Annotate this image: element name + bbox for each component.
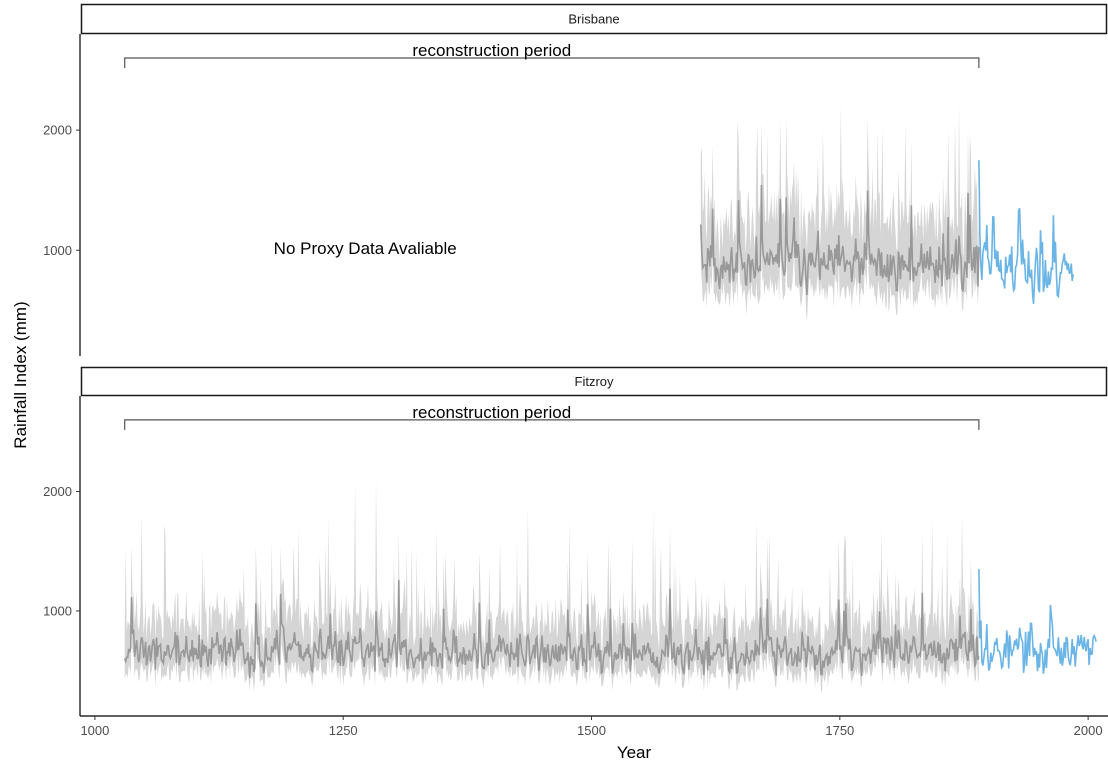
y-tick-label: 2000 — [43, 123, 72, 138]
reconstruction-period-bracket — [124, 419, 980, 430]
panel-brisbane: Brisbane 1000 2000 reconstruction period No … — [43, 3, 1108, 356]
x-tick-label: 1250 — [329, 723, 358, 738]
y-axis-title: Rainfall Index (mm) — [11, 301, 30, 448]
panels-layer: Brisbane 1000 2000 reconstruction period No … — [43, 3, 1108, 716]
facet-strip — [80, 366, 1108, 397]
instrumental-line — [978, 160, 1074, 304]
x-axis-title: Year — [617, 743, 652, 762]
reconstruction-period-bracket — [124, 57, 980, 69]
reconstruction-period-label: reconstruction period — [412, 41, 571, 60]
reconstruction-band — [700, 104, 979, 321]
facet-strip — [80, 3, 1108, 35]
x-tick-label: 1500 — [577, 723, 606, 738]
reconstruction-period-label: reconstruction period — [412, 403, 571, 422]
x-tick-label: 2000 — [1074, 723, 1103, 738]
reconstruction-line — [123, 579, 980, 679]
panel-fitzroy: Fitzroy 1000 2000 reconstruction period — [43, 366, 1108, 716]
x-tick-label: 1750 — [825, 723, 854, 738]
x-axis: 1000 1250 1500 1750 2000 — [80, 715, 1108, 738]
facet-strip-label: Fitzroy — [575, 374, 615, 389]
y-tick-label: 1000 — [43, 243, 72, 258]
x-tick-label: 1000 — [80, 723, 109, 738]
reconstruction-line — [700, 184, 980, 295]
no-proxy-note: No Proxy Data Avaliable — [274, 239, 457, 258]
facet-strip-label: Brisbane — [568, 12, 619, 27]
reconstruction-band — [124, 477, 979, 693]
y-tick-label: 1000 — [43, 603, 72, 618]
y-tick-label: 2000 — [43, 484, 72, 499]
instrumental-line — [978, 569, 1097, 674]
